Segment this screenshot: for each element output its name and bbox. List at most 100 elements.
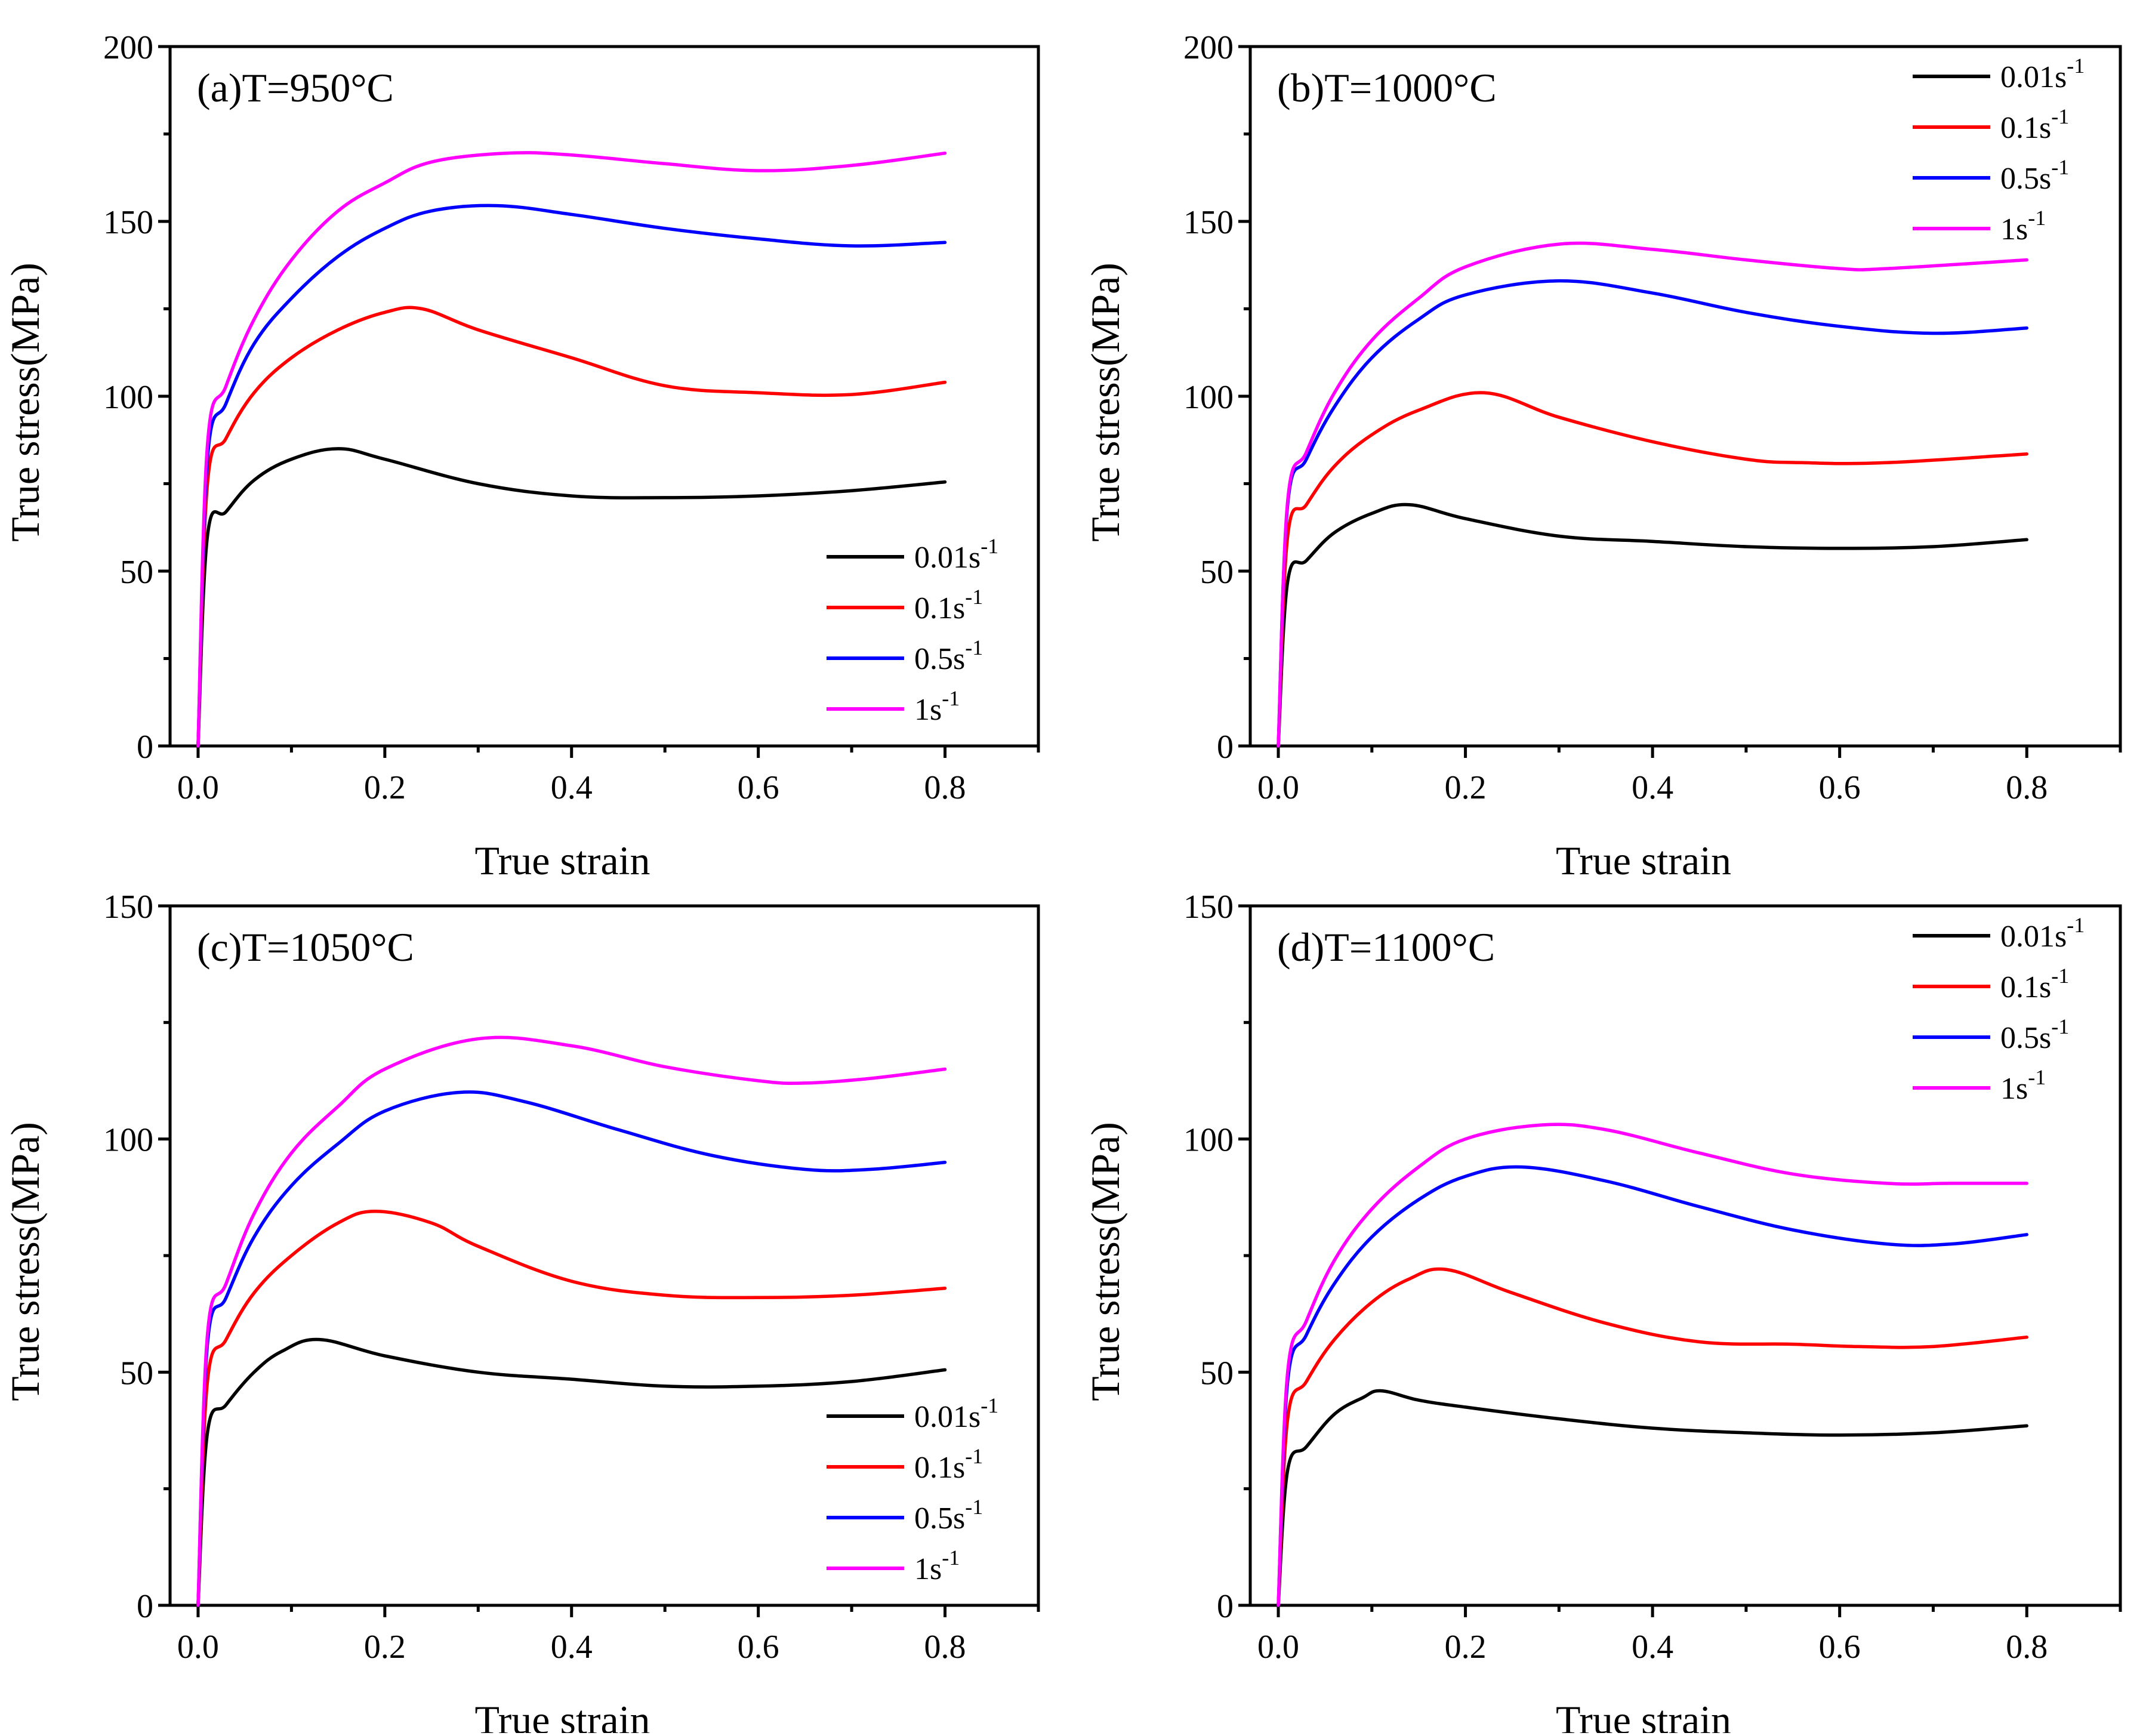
panel-c-data-point [850,1380,853,1383]
panel-a-data-point [664,384,666,387]
panel-d-data-point [1464,1406,1467,1408]
panel-c-data-point [225,1404,227,1406]
panel-b-legend-label: 0.1s-1 [2000,104,2069,145]
panel-a-data-point [944,481,946,483]
panel-a-data-point [944,381,946,384]
panel-b-data-point [1651,248,1654,251]
panel-b-data-point [1932,332,1934,335]
panel-b-x-axis-title: True strain [1556,838,1731,883]
panel-d-data-point [1605,1128,1607,1131]
panel-a-data-point [664,162,666,165]
panel-a-series-line-1s [196,151,947,748]
panel-d-data-point [2025,1234,2028,1236]
panel-c-data-point [337,1105,340,1108]
panel-d-data-point [1605,1322,1607,1324]
panel-c-data-point [757,1385,760,1387]
panel-c-title: (c)T=1050°C [197,924,414,970]
panel-c-data-point [253,1236,255,1238]
panel-a-data-point [197,745,199,747]
panel-d-data-point [1932,1345,1934,1348]
panel-d-data-point [1277,1604,1279,1607]
panel-a-data-point [477,483,479,485]
panel-d-legend: 0.01s-1 0.1s-1 0.5s-1 1s-1 [1913,913,2085,1106]
panel-c-data-point [944,1368,946,1371]
panel-d-data-point [1333,1259,1336,1262]
panel-d-data-point [1333,1413,1336,1416]
panel-a-data-point [337,329,340,331]
panel-b-series-line-0_1s [1276,391,2028,748]
panel-a-data-point [206,444,209,446]
panel-a: 0.0 0.2 0.4 0.6 0.8 0 50 100 150 200 True strain Tr… [2,29,1040,883]
panel-a-x-axis-title: True strain [474,838,650,883]
panel-c-data-point [477,1038,479,1040]
panel-c-xtick-label: 0.2 [364,1629,406,1666]
panel-d-legend-label: 0.01s-1 [2000,913,2085,954]
panel-d-data-point [1951,1242,1953,1245]
panel-b-legend-label: 1s-1 [2000,206,2046,246]
panel-a-data-point [225,402,227,405]
panel-d-data-point [1511,1292,1513,1294]
panel-a-data-point [225,384,227,387]
panel-b-data-point [1745,458,1747,460]
panel-a-data-point [850,164,853,166]
panel-c-data-point [225,1296,227,1299]
panel-b-data-point [1745,545,1747,548]
panel-d-data-point [1698,1341,1701,1343]
panel-c-data-point [757,1296,760,1299]
panel-a-legend: 0.01s-1 0.1s-1 0.5s-1 1s-1 [827,534,998,727]
panel-d-data-point [2025,1424,2028,1427]
panel-d-data-point [2025,1182,2028,1185]
panel-b-data-point [1464,266,1467,268]
panel-b: 0.0 0.2 0.4 0.6 0.8 0 50 100 150 200 True strain Tr… [1083,29,2122,883]
panel-a-legend-label: 0.5s-1 [914,636,983,676]
panel-d-data-point [1745,1432,1747,1434]
panel-c-data-point [757,1080,760,1082]
panel-c-data-point [664,1066,666,1068]
panel-c-data-point [290,1152,292,1154]
panel-c-data-point [253,1213,255,1215]
panel-a-xtick-label: 0.0 [177,769,219,806]
panel-c-data-point [206,1380,209,1383]
panel-b-data-point [1371,512,1373,514]
panel-d-data-point [1698,1152,1701,1154]
panel-d-data-point [1792,1343,1794,1345]
panel-a-data-point [290,458,292,460]
panel-a-data-point [505,152,507,155]
panel-d-series-line-1s [1276,1123,2028,1607]
panel-b-data-point [2025,327,2028,329]
panel-a-data-point [757,495,760,497]
panel-c-xtick-label: 0.4 [551,1629,593,1666]
panel-d-legend-label: 1s-1 [2000,1065,2046,1106]
panel-b-series-line-0_01s [1276,502,2028,748]
panel-c-data-point [664,1294,666,1296]
panel-c-data-point [384,1355,386,1357]
panel-b-data-point [1287,581,1289,583]
panel-b-legend-label: 0.01s-1 [2000,54,2085,94]
panel-d-data-point [1287,1469,1289,1471]
panel-c-data-point [384,1110,386,1112]
panel-d-data-point [1539,1124,1541,1126]
panel-c-legend-label: 1s-1 [914,1546,960,1586]
panel-c-data-point [477,1371,479,1373]
panel-c-data-point [430,1222,433,1224]
panel-d-data-point [1605,1180,1607,1182]
panel-d-data-point [1417,1166,1420,1168]
panel-b-data-point [1651,292,1654,294]
panel-d-ytick-label: 50 [1200,1355,1234,1392]
panel-b-data-point [1371,339,1373,341]
panel-c-series-line-0_01s [196,1337,947,1607]
panel-b-data-point [1464,517,1467,520]
panel-c-data-point [869,1168,871,1170]
panel-b-data-point [1333,532,1336,534]
panel-a-data-point [430,209,433,212]
panel-b-data-point [1651,540,1654,542]
panel-c-data-point [477,1245,479,1247]
panel-c-data-point [617,1128,619,1131]
panel-c-ytick-label: 150 [103,889,153,926]
panel-c-data-point [944,1287,946,1290]
panel-a-data-point [206,535,209,537]
panel-c-data-point [804,1168,806,1170]
panel-d-ytick-label: 150 [1183,889,1234,926]
panel-c-data-point [384,1068,386,1070]
panel-d-ytick-label: 100 [1183,1122,1234,1159]
